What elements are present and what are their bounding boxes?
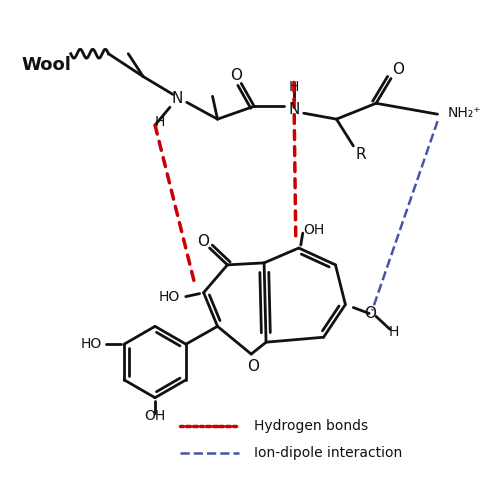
- Text: H: H: [289, 80, 299, 94]
- Text: O: O: [392, 62, 404, 77]
- Text: NH₂⁺: NH₂⁺: [447, 106, 481, 120]
- Text: HO: HO: [81, 337, 102, 351]
- Text: O: O: [196, 234, 209, 248]
- Text: H: H: [155, 115, 165, 129]
- Text: N: N: [288, 102, 299, 116]
- Text: O: O: [230, 68, 243, 83]
- Text: Wool: Wool: [21, 56, 71, 74]
- Text: Ion-dipole interaction: Ion-dipole interaction: [254, 446, 402, 460]
- Text: OH: OH: [145, 408, 166, 422]
- Text: OH: OH: [304, 223, 325, 237]
- Text: N: N: [171, 91, 183, 106]
- Text: H: H: [389, 326, 399, 340]
- Text: HO: HO: [159, 290, 180, 304]
- Text: O: O: [247, 360, 259, 374]
- Text: R: R: [356, 148, 367, 162]
- Text: O: O: [364, 306, 376, 321]
- Text: Hydrogen bonds: Hydrogen bonds: [254, 420, 368, 434]
